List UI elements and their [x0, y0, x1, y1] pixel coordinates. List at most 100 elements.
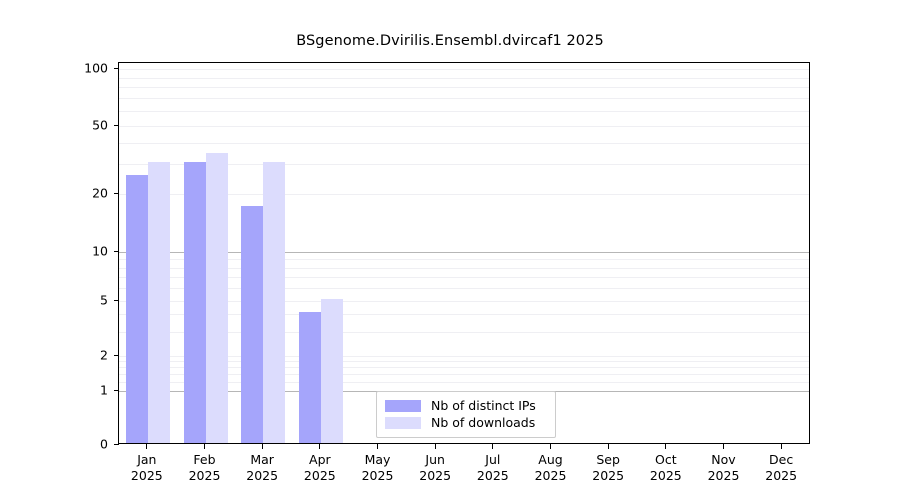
gridline: [119, 382, 809, 383]
x-tick-label-jul: Jul 2025: [453, 452, 533, 483]
bar-apr-downloads: [320, 299, 343, 443]
x-tick-mark: [780, 444, 782, 449]
x-tick-month: Mar: [250, 452, 274, 467]
gridline: [119, 98, 809, 99]
gridline: [119, 78, 809, 79]
x-tick-label-dec: Dec 2025: [741, 452, 821, 483]
x-tick-mark: [492, 444, 494, 449]
gridline: [119, 164, 809, 165]
gridline: [119, 301, 809, 302]
gridline: [119, 252, 809, 253]
x-tick-year: 2025: [649, 467, 682, 483]
bar-jan-downloads: [147, 161, 170, 443]
x-tick-label-feb: Feb 2025: [165, 452, 245, 483]
gridline: [119, 367, 809, 368]
legend-swatch-icon: [385, 399, 421, 412]
gridline: [119, 332, 809, 333]
legend-label: Nb of distinct IPs: [431, 398, 536, 413]
x-tick-month: Nov: [711, 452, 736, 467]
y-tick-mark: [114, 124, 119, 126]
x-tick-year: 2025: [419, 467, 452, 483]
gridline: [119, 277, 809, 278]
x-tick-year: 2025: [534, 467, 567, 483]
y-tick-label-1: 1: [100, 382, 108, 398]
legend-item-downloads[interactable]: Nb of downloads: [385, 414, 547, 431]
gridline: [119, 356, 809, 357]
gridline: [119, 314, 809, 315]
x-tick-year: 2025: [476, 467, 509, 483]
gridline: [119, 374, 809, 375]
x-tick-label-nov: Nov 2025: [684, 452, 764, 483]
x-tick-label-apr: Apr 2025: [280, 452, 360, 483]
y-tick-mark: [114, 67, 119, 69]
gridline: [119, 87, 809, 88]
gridline: [119, 194, 809, 195]
y-tick-mark: [114, 389, 119, 391]
x-tick-mark: [146, 444, 148, 449]
gridline: [119, 69, 809, 70]
legend-item-distinct-ips[interactable]: Nb of distinct IPs: [385, 397, 547, 414]
x-tick-label-jun: Jun 2025: [395, 452, 475, 483]
y-tick-mark: [114, 250, 119, 252]
gridline: [119, 288, 809, 289]
legend-swatch-icon: [385, 416, 421, 429]
x-tick-mark: [377, 444, 379, 449]
x-tick-label-jan: Jan 2025: [107, 452, 187, 483]
x-tick-label-aug: Aug 2025: [511, 452, 591, 483]
x-tick-mark: [607, 444, 609, 449]
x-tick-mark: [665, 444, 667, 449]
y-tick-mark: [114, 354, 119, 356]
gridline: [119, 259, 809, 260]
x-tick-year: 2025: [130, 467, 163, 483]
plot-area: [118, 62, 810, 444]
y-tick-label-2: 2: [100, 347, 108, 363]
x-tick-label-mar: Mar 2025: [222, 452, 302, 483]
x-tick-month: Sep: [596, 452, 620, 467]
x-tick-year: 2025: [361, 467, 394, 483]
y-tick-mark: [114, 299, 119, 301]
x-tick-year: 2025: [765, 467, 798, 483]
x-tick-year: 2025: [707, 467, 740, 483]
x-tick-mark: [550, 444, 552, 449]
y-tick-label-5: 5: [100, 292, 108, 308]
legend-label: Nb of downloads: [431, 415, 536, 430]
gridline: [119, 268, 809, 269]
y-tick-label-10: 10: [92, 243, 108, 259]
x-tick-month: Jan: [137, 452, 157, 467]
x-tick-year: 2025: [592, 467, 625, 483]
x-tick-month: Jul: [485, 452, 501, 467]
x-tick-month: Oct: [655, 452, 677, 467]
bar-jan-distinct-ips: [125, 175, 148, 443]
y-tick-label-20: 20: [92, 185, 108, 201]
y-tick-label-0: 0: [100, 436, 108, 452]
x-tick-month: May: [364, 452, 391, 467]
x-tick-mark: [723, 444, 725, 449]
gridline: [119, 111, 809, 112]
y-tick-label-100: 100: [84, 60, 108, 76]
x-tick-mark: [204, 444, 206, 449]
chart-legend: Nb of distinct IPs Nb of downloads: [376, 391, 556, 438]
x-tick-label-may: May 2025: [338, 452, 418, 483]
y-tick-label-50: 50: [92, 117, 108, 133]
y-tick-mark: [114, 192, 119, 194]
bar-apr-distinct-ips: [298, 312, 321, 443]
y-tick-mark: [114, 443, 119, 445]
gridline: [119, 361, 809, 362]
x-tick-label-sep: Sep 2025: [568, 452, 648, 483]
x-tick-mark: [434, 444, 436, 449]
chart-title: BSgenome.Dvirilis.Ensembl.dvircaf1 2025: [296, 33, 604, 49]
bar-mar-downloads: [263, 161, 286, 443]
x-tick-month: Jun: [425, 452, 445, 467]
x-tick-month: Dec: [769, 452, 794, 467]
bar-feb-downloads: [205, 152, 228, 443]
gridline: [119, 126, 809, 127]
x-tick-label-oct: Oct 2025: [626, 452, 706, 483]
x-tick-year: 2025: [246, 467, 279, 483]
x-tick-month: Aug: [538, 452, 563, 467]
bar-feb-distinct-ips: [183, 161, 206, 443]
x-tick-month: Feb: [193, 452, 216, 467]
x-tick-year: 2025: [303, 467, 336, 483]
x-tick-year: 2025: [188, 467, 221, 483]
gridline: [119, 143, 809, 144]
